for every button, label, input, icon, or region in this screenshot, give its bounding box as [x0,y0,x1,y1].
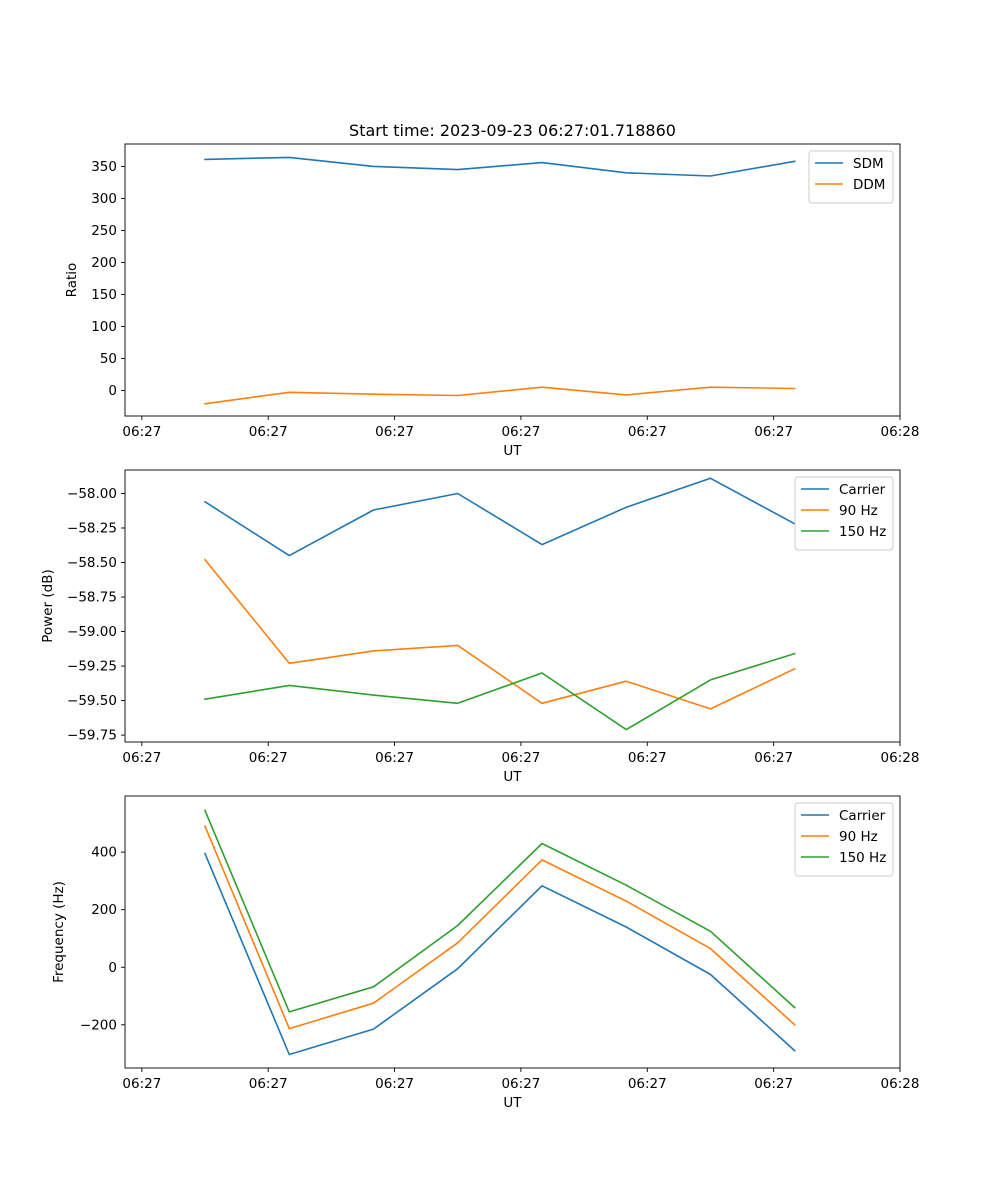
x-tick-label: 06:27 [122,424,161,440]
legend-label: SDM [853,156,884,172]
x-tick-label: 06:27 [628,424,667,440]
y-tick-label: −58.75 [67,590,117,606]
panel-2: 06:27 06:27 06:27 06:27 06:27 06:27 06:28 −59.7… [40,469,920,785]
y-tick-label: −58.00 [67,486,117,502]
x-tick-label: 06:27 [628,750,667,766]
chart-title: Start time: 2023-09-23 06:27:01.718860 [349,121,676,140]
legend-label: Carrier [839,808,886,824]
x-tick-label: 06:27 [249,424,288,440]
x-tick-label: 06:27 [375,424,414,440]
legend-box [808,150,894,204]
legend-label: Carrier [839,482,886,498]
y-tick-label: 200 [91,255,117,271]
series-line-150-hz [204,652,796,731]
y-tick-label: 350 [91,159,117,175]
x-tick-label: 06:27 [754,750,793,766]
x-axis-label: UT [503,443,522,459]
x-tick-label: 06:27 [122,750,161,766]
series-line-carrier [203,852,796,1056]
x-tick-label: 06:27 [501,750,540,766]
y-axis-label: Power (dB) [40,569,56,642]
x-tick-label: 06:27 [754,424,793,440]
x-tick-label: 06:27 [501,424,540,440]
series-line-ddm [204,386,796,405]
x-tick-label: 06:27 [249,1076,288,1092]
y-tick-label: −59.50 [67,693,117,709]
x-tick-label: 06:27 [375,1076,414,1092]
x-tick-label: 06:27 [375,750,414,766]
series-line-90-hz [203,558,796,710]
x-tick-label: 06:27 [754,1076,793,1092]
axes-frame [124,795,901,1069]
y-tick-label: 100 [91,319,117,335]
series-line-90-hz [203,825,796,1030]
y-tick-label: −58.25 [67,520,117,536]
y-tick-label: 150 [91,287,117,303]
y-axis-label: Frequency (Hz) [51,881,67,983]
legend-label: 90 Hz [839,829,878,845]
y-tick-label: 300 [91,191,117,207]
y-tick-label: 0 [108,960,117,976]
x-tick-label: 06:27 [122,1076,161,1092]
legend: Carrier 90 Hz 150 Hz [794,802,894,877]
y-tick-label: 400 [91,845,117,861]
y-axis-label: Ratio [64,263,80,298]
y-tick-label: 200 [91,902,117,918]
x-axis-label: UT [503,769,522,785]
y-tick-label: 50 [100,351,117,367]
legend: Carrier 90 Hz 150 Hz [794,476,894,551]
legend: SDM DDM [808,150,894,204]
y-tick-label: −59.25 [67,659,117,675]
panel-1: 06:27 06:27 06:27 06:27 06:27 06:27 06:28 0 50 10… [64,121,919,459]
axes-frame [124,469,901,743]
series-line-sdm [204,156,796,177]
x-tick-label: 06:28 [881,750,920,766]
x-axis-label: UT [503,1095,522,1111]
legend-label: DDM [853,177,885,193]
y-tick-label: −59.75 [67,728,117,744]
series-line-150-hz [203,809,796,1013]
y-tick-label: −59.00 [67,624,117,640]
y-tick-label: −58.50 [67,555,117,571]
x-tick-label: 06:27 [501,1076,540,1092]
y-tick-label: −200 [80,1017,117,1033]
x-tick-label: 06:27 [628,1076,667,1092]
legend-label: 150 Hz [839,850,886,866]
x-tick-label: 06:28 [881,1076,920,1092]
x-tick-label: 06:27 [249,750,288,766]
legend-label: 150 Hz [839,524,886,540]
x-tick-label: 06:28 [881,424,920,440]
legend-label: 90 Hz [839,503,878,519]
panel-3: 06:27 06:27 06:27 06:27 06:27 06:27 06:28 −200 0… [51,795,920,1111]
axes-frame [124,143,901,417]
y-tick-label: 0 [108,383,117,399]
series-line-carrier [203,477,796,557]
y-tick-label: 250 [91,223,117,239]
